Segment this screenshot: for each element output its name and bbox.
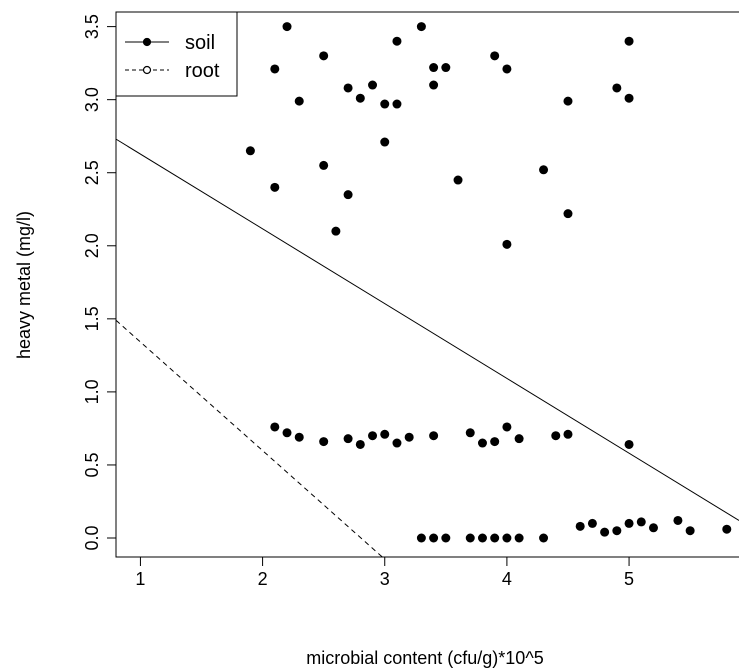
- data-point: [429, 431, 439, 441]
- data-point: [294, 96, 304, 106]
- data-point: [355, 93, 365, 103]
- data-point: [392, 36, 402, 46]
- x-tick-label: 1: [135, 569, 145, 589]
- data-point: [282, 22, 292, 32]
- data-point: [380, 99, 390, 109]
- data-point: [563, 209, 573, 219]
- data-point: [282, 428, 292, 438]
- data-point: [514, 533, 524, 543]
- x-tick-label: 2: [258, 569, 268, 589]
- data-point: [563, 96, 573, 106]
- data-point: [673, 515, 683, 525]
- data-point: [368, 80, 378, 90]
- data-point: [294, 432, 304, 442]
- data-point: [270, 422, 280, 432]
- data-point: [331, 226, 341, 236]
- axes: 1 2 3 4 5 0.0 0.5 1.0 1.5 2.0 2.5 3.0 3.5: [82, 14, 634, 589]
- data-point: [380, 429, 390, 439]
- data-point: [490, 533, 500, 543]
- x-tick-label: 5: [624, 569, 634, 589]
- data-point: [416, 22, 426, 32]
- data-point: [404, 432, 414, 442]
- data-point: [355, 439, 365, 449]
- data-point: [270, 64, 280, 74]
- legend-label-root: root: [185, 60, 220, 82]
- y-tick-label: 1.0: [82, 379, 102, 404]
- data-point: [380, 137, 390, 147]
- root-line: [115, 319, 383, 558]
- data-point: [453, 175, 463, 185]
- x-tick-label: 4: [502, 569, 512, 589]
- data-point: [624, 36, 634, 46]
- data-point: [502, 422, 512, 432]
- data-point: [490, 437, 500, 447]
- data-point: [600, 527, 610, 537]
- legend-marker-soil: [142, 37, 152, 47]
- data-point: [612, 526, 622, 536]
- data-point: [624, 93, 634, 103]
- data-point: [319, 160, 329, 170]
- data-point: [343, 83, 353, 93]
- legend: soil root: [115, 11, 238, 97]
- regression-lines: [115, 138, 739, 558]
- data-points: [245, 22, 732, 543]
- data-point: [368, 431, 378, 441]
- data-point: [722, 524, 732, 534]
- data-point: [465, 428, 475, 438]
- data-point: [429, 63, 439, 73]
- y-tick-label: 1.5: [82, 306, 102, 331]
- data-point: [429, 80, 439, 90]
- data-point: [539, 533, 549, 543]
- data-point: [270, 182, 280, 192]
- data-point: [429, 533, 439, 543]
- data-point: [575, 521, 585, 531]
- plot-area: [115, 11, 739, 558]
- data-point: [392, 438, 402, 448]
- data-point: [502, 239, 512, 249]
- data-point: [343, 190, 353, 200]
- data-point: [551, 431, 561, 441]
- y-tick-label: 3.0: [82, 87, 102, 112]
- legend-marker-root: [142, 65, 152, 75]
- data-point: [624, 439, 634, 449]
- data-point: [648, 523, 658, 533]
- data-point: [319, 437, 329, 447]
- data-point: [563, 429, 573, 439]
- data-point: [319, 51, 329, 61]
- x-tick-label: 3: [380, 569, 390, 589]
- data-point: [343, 434, 353, 444]
- y-tick-label: 0.5: [82, 452, 102, 477]
- data-point: [441, 63, 451, 73]
- data-point: [502, 533, 512, 543]
- data-point: [392, 99, 402, 109]
- y-axis-label: heavy metal (mg/l): [14, 211, 34, 359]
- y-tick-label: 0.0: [82, 525, 102, 550]
- data-point: [490, 51, 500, 61]
- y-tick-label: 3.5: [82, 14, 102, 39]
- plot-frame: [115, 11, 739, 558]
- data-point: [587, 518, 597, 528]
- data-point: [612, 83, 622, 93]
- data-point: [441, 533, 451, 543]
- data-point: [624, 518, 634, 528]
- y-tick-label: 2.5: [82, 160, 102, 185]
- data-point: [245, 146, 255, 156]
- legend-label-soil: soil: [185, 32, 215, 54]
- data-point: [636, 517, 646, 527]
- data-point: [539, 165, 549, 175]
- data-point: [502, 64, 512, 74]
- x-axis-label: microbial content (cfu/g)*10^5: [306, 648, 544, 668]
- soil-line: [115, 138, 739, 521]
- y-tick-label: 2.0: [82, 233, 102, 258]
- data-point: [514, 434, 524, 444]
- data-point: [685, 526, 695, 536]
- data-point: [477, 533, 487, 543]
- data-point: [465, 533, 475, 543]
- data-point: [477, 438, 487, 448]
- data-point: [416, 533, 426, 543]
- legend-box: [115, 11, 238, 97]
